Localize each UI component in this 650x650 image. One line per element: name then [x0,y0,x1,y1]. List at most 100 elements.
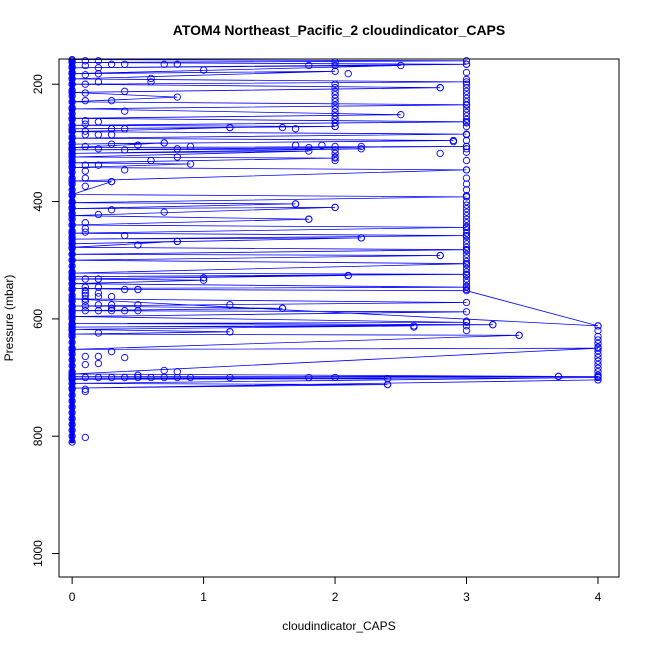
data-point [121,166,129,174]
series-line-0 [71,59,599,389]
data-point [107,131,116,139]
data-point [81,224,89,233]
data-point [147,78,155,86]
data-point [121,285,129,294]
data-point [94,292,103,301]
data-point [462,317,471,325]
data-point [462,60,471,68]
data-point [462,211,471,220]
data-point [331,112,339,120]
data-point [107,177,116,186]
data-point [305,373,313,382]
data-point [462,282,471,290]
data-point [278,123,287,132]
data-point [107,373,116,382]
data-point [81,182,89,190]
data-point [81,291,89,300]
data-point [594,339,602,348]
data-point [344,271,352,280]
data-point [94,329,103,337]
data-point [199,276,208,284]
data-point [462,142,471,151]
x-axis-label: cloudindicator_CAPS [282,619,395,633]
data-point [331,122,339,131]
data-point [331,105,339,113]
data-point [81,57,89,65]
data-point [226,301,234,309]
data-point [331,149,339,158]
data-point [81,80,89,88]
data-point [94,301,103,309]
data-point [594,322,602,330]
data-point [147,373,155,382]
data-point [462,278,471,287]
data-point [121,353,129,362]
x-tick-label: 3 [463,590,470,604]
data-point [199,274,208,282]
data-point [94,161,103,169]
data-point [462,229,471,237]
x-tick-label: 0 [69,590,76,604]
data-point [462,285,471,294]
data-point [81,385,89,393]
data-point [462,192,471,200]
data-point [331,87,339,95]
data-point [94,78,103,86]
data-point [462,180,471,188]
data-point [81,116,89,125]
data-point [291,200,300,208]
data-point [594,364,602,372]
data-point [81,142,89,151]
data-point [81,352,89,361]
data-point [134,307,142,315]
data-point [554,372,563,381]
y-axis: 200 400 600 800 1000 [31,74,60,567]
data-point [462,101,471,109]
data-point [462,271,471,280]
data-point [305,147,313,155]
data-point [594,332,602,341]
data-point [226,123,234,132]
data-point [462,75,471,84]
data-point [331,91,339,99]
data-point [331,80,339,88]
data-point [81,360,89,369]
data-point [107,97,116,105]
data-point [397,61,405,70]
data-point [318,141,326,149]
data-point [134,285,142,294]
data-point [462,322,471,330]
data-point [81,161,89,169]
data-point [226,328,234,336]
data-point [81,297,89,305]
data-point [94,373,103,382]
data-point [94,57,103,65]
data-point [81,283,89,291]
data-point [160,60,168,68]
data-point [81,219,89,227]
data-point [462,264,471,273]
data-point [173,237,181,246]
data-point [462,145,471,153]
data-point [331,146,339,154]
data-point [81,131,89,139]
data-point [462,78,471,86]
data-point [462,80,471,88]
data-point [462,219,471,227]
data-point [94,145,103,153]
data-point [462,275,471,283]
data-point [462,68,471,77]
data-point [331,98,339,106]
data-point [81,387,89,396]
data-point [94,64,103,72]
data-point [81,228,89,236]
data-point [397,111,405,119]
y-tick-label: 800 [31,426,45,446]
data-point [462,91,471,99]
data-point [357,234,365,242]
data-point [462,156,471,165]
data-point [462,119,471,127]
data-point [594,350,602,358]
data-point [226,373,234,382]
